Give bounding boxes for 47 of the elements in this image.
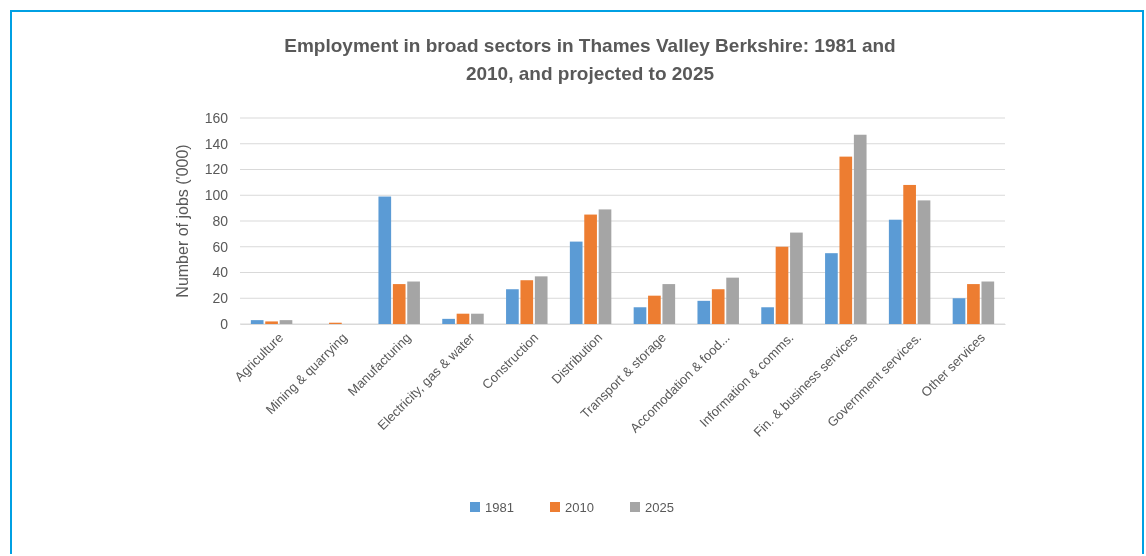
bar [761,307,774,324]
bar [584,214,597,324]
bar [697,300,711,324]
bar [378,196,392,324]
y-tick-label: 100 [204,187,229,204]
bar [456,313,470,324]
y-tick-label: 120 [204,161,229,178]
legend-label: 2025 [645,500,674,515]
bar [917,200,931,324]
bar [888,219,902,324]
bar [633,307,647,324]
chart-title: Employment in broad sectors in Thames Valley Berkshire: 1981 and 2010, and projected to 2025 [284,35,896,84]
bar [569,241,583,324]
bar [839,156,853,324]
y-tick-label: 160 [204,109,229,126]
bar [265,321,278,324]
y-tick-label: 140 [204,135,229,152]
bar [279,320,293,324]
y-tick-label: 0 [220,315,229,332]
bar [392,284,406,324]
y-axis-title: Number of jobs ('000) [174,144,191,298]
bar [250,320,264,324]
bar [903,184,916,324]
bar [662,284,676,324]
bar [825,253,838,324]
bar [967,284,980,324]
bar [853,134,867,324]
bar [711,289,725,324]
bar [726,277,739,324]
bar [981,281,995,324]
bar [790,232,803,324]
bar [506,289,519,324]
y-tick-label: 20 [212,290,229,307]
legend-label: 1981 [485,500,514,515]
bar [534,276,548,324]
y-tick-label: 80 [212,212,229,229]
bar [520,280,534,324]
y-tick-label: 60 [212,238,229,255]
bar [648,295,661,324]
legend-label: 2010 [565,500,594,515]
bar [598,209,612,324]
bar [407,281,420,324]
bar [952,298,966,324]
y-tick-label: 40 [212,264,229,281]
bar [442,318,455,324]
bar [775,246,789,324]
bar [471,313,484,324]
